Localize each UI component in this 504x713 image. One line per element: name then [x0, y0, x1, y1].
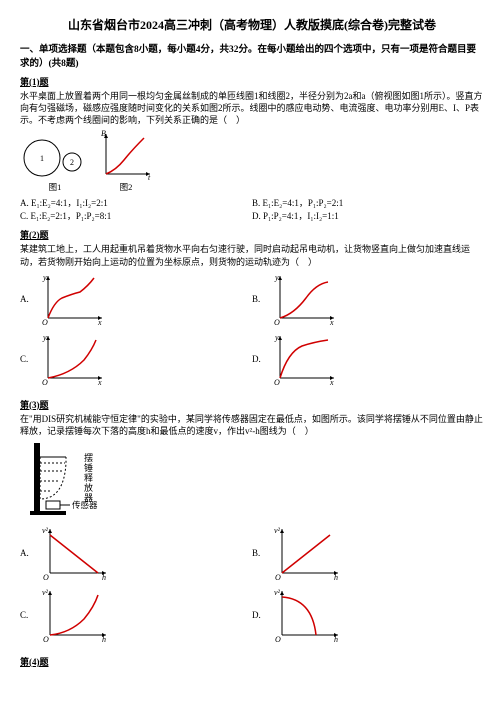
chart-c: v² h O — [40, 587, 110, 643]
q3-option-a: A. v² h O — [20, 525, 252, 581]
svg-text:O: O — [275, 635, 281, 643]
option-label: C. — [20, 354, 34, 364]
option-label: D. — [252, 354, 266, 364]
q2-option-d: D. y x O — [252, 332, 484, 386]
q2-number: 第(2)题 — [20, 228, 484, 241]
circle2-label: 2 — [70, 158, 74, 167]
q1-option-b: B. E₁:E₂=4:1，P₁:P₂=2:1 — [252, 196, 484, 209]
q2-options: A. y x O B. y x O C. y x O — [20, 272, 484, 392]
q3-apparatus: 摆 锤 释 放 器 传感器 — [30, 441, 484, 521]
axis-y-label: B — [101, 130, 106, 138]
chart-b: y x O — [272, 272, 338, 326]
chart-d: v² h O — [272, 587, 342, 643]
chart-c: y x O — [40, 332, 106, 386]
svg-text:释: 释 — [84, 472, 93, 483]
axis-x-label: t — [148, 173, 151, 180]
q1-text: 水平桌面上放置着两个用同一根均匀金属丝制成的单匝线圈1和线圈2，半径分别为2a和… — [20, 90, 484, 126]
q3-number: 第(3)题 — [20, 398, 484, 411]
option-label: C. — [20, 610, 34, 620]
svg-text:y: y — [42, 273, 47, 282]
svg-text:h: h — [334, 635, 338, 643]
apparatus-label1: 摆 — [84, 452, 93, 463]
q3-option-b: B. v² h O — [252, 525, 484, 581]
q1-option-a: A. E₁:E₂=4:1，I₁:I₂=2:1 — [20, 196, 252, 209]
svg-text:v²: v² — [42, 526, 49, 535]
svg-text:v²: v² — [42, 588, 49, 597]
q2-option-c: C. y x O — [20, 332, 252, 386]
svg-text:锤: 锤 — [84, 462, 93, 473]
section-heading: 一、单项选择题（本题包含8小题，每小题4分，共32分。在每小题给出的四个选项中，… — [20, 41, 484, 69]
q1-option-c: C. E₁:E₂=2:1，P₁:P₂=8:1 — [20, 209, 252, 222]
chart-a: y x O — [40, 272, 106, 326]
q3-text: 在"用DIS研究机械能守恒定律"的实验中，某同学将传感器固定在最低点，如图所示。… — [20, 413, 484, 437]
svg-text:x: x — [97, 378, 102, 386]
q1-fig2: B t 图2 — [98, 130, 154, 193]
svg-text:O: O — [42, 378, 48, 386]
q2-option-b: B. y x O — [252, 272, 484, 326]
svg-text:v²: v² — [274, 526, 281, 535]
q4-number: 第(4)题 — [20, 655, 484, 668]
q1-option-d: D. P₁:P₂=4:1，I₁:I₂=1:1 — [252, 209, 484, 222]
fig1-caption: 图1 — [20, 181, 90, 193]
option-label: A. — [20, 548, 34, 558]
chart-a: v² h O — [40, 525, 110, 581]
option-label: A. — [20, 294, 34, 304]
q1-figures: 1 2 图1 B t 图2 — [20, 130, 484, 193]
svg-text:O: O — [275, 573, 281, 581]
svg-text:y: y — [274, 273, 279, 282]
page-title: 山东省烟台市2024高三冲刺（高考物理）人教版摸底(综合卷)完整试卷 — [20, 16, 484, 33]
q2-option-a: A. y x O — [20, 272, 252, 326]
q3-option-c: C. v² h O — [20, 587, 252, 643]
option-label: D. — [252, 610, 266, 620]
svg-text:O: O — [274, 378, 280, 386]
q2-text: 某建筑工地上，工人用起重机吊着货物水平向右匀速行驶，同时启动起吊电动机，让货物竖… — [20, 243, 484, 267]
circle1-label: 1 — [40, 154, 44, 163]
svg-text:O: O — [43, 635, 49, 643]
svg-text:y: y — [274, 333, 279, 342]
svg-text:x: x — [329, 318, 334, 326]
svg-text:O: O — [43, 573, 49, 581]
option-label: B. — [252, 294, 266, 304]
q3-options: A. v² h O B. v² h O C. v² h O — [20, 525, 484, 649]
svg-text:O: O — [42, 318, 48, 326]
fig2-caption: 图2 — [98, 181, 154, 193]
q1-fig1: 1 2 图1 — [20, 136, 90, 193]
q1-number: 第(1)题 — [20, 75, 484, 88]
svg-text:h: h — [334, 573, 338, 581]
svg-text:h: h — [102, 635, 106, 643]
svg-text:x: x — [329, 378, 334, 386]
q1-options: A. E₁:E₂=4:1，I₁:I₂=2:1 B. E₁:E₂=4:1，P₁:P… — [20, 196, 484, 222]
chart-d: y x O — [272, 332, 338, 386]
svg-text:放: 放 — [84, 482, 93, 493]
svg-text:O: O — [274, 318, 280, 326]
option-label: B. — [252, 548, 266, 558]
svg-text:y: y — [42, 333, 47, 342]
svg-text:x: x — [97, 318, 102, 326]
q3-option-d: D. v² h O — [252, 587, 484, 643]
apparatus-label2: 传感器 — [72, 500, 98, 510]
apparatus-diagram: 摆 锤 释 放 器 传感器 — [30, 441, 130, 521]
svg-text:h: h — [102, 573, 106, 581]
svg-text:v²: v² — [274, 588, 281, 597]
chart-b: v² h O — [272, 525, 342, 581]
